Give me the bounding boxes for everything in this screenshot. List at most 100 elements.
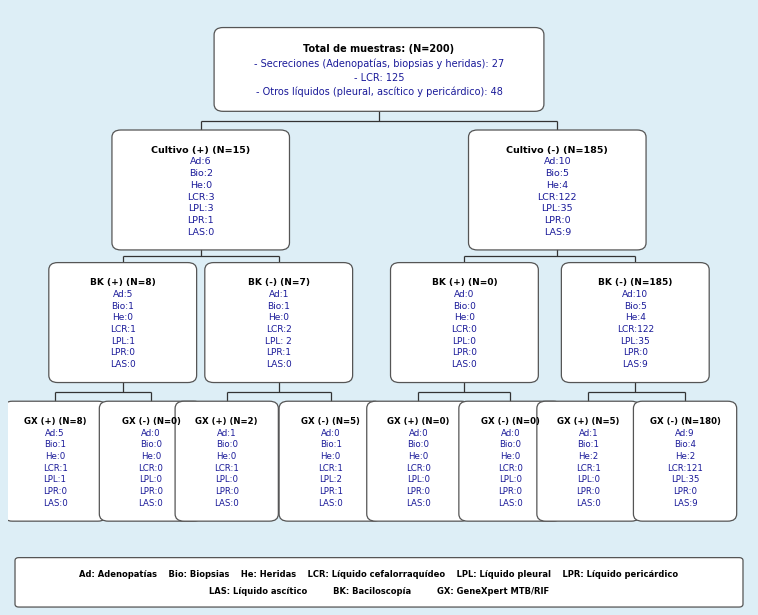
Text: LPR:0: LPR:0 (406, 487, 431, 496)
Text: LAS: Líquido ascítico         BK: Baciloscopía         GX: GeneXpert MTB/RIF: LAS: Líquido ascítico BK: Baciloscopía G… (209, 587, 549, 597)
Text: GX (+) (N=0): GX (+) (N=0) (387, 417, 449, 426)
Text: Ad:0: Ad:0 (141, 429, 161, 438)
Text: Ad:1: Ad:1 (217, 429, 236, 438)
Text: LCR:1: LCR:1 (318, 464, 343, 473)
Text: GX (-) (N=0): GX (-) (N=0) (121, 417, 180, 426)
Text: LAS:0: LAS:0 (139, 499, 163, 508)
Text: LPR:0: LPR:0 (673, 487, 697, 496)
Text: Bio:4: Bio:4 (674, 440, 696, 450)
Text: LAS:0: LAS:0 (266, 360, 292, 369)
Text: LPL:0: LPL:0 (453, 337, 477, 346)
Text: He:2: He:2 (675, 452, 695, 461)
Text: LPL:0: LPL:0 (407, 475, 430, 485)
Text: LCR:1: LCR:1 (215, 464, 240, 473)
Text: LAS:0: LAS:0 (498, 499, 523, 508)
Text: Bio:1: Bio:1 (44, 440, 66, 450)
FancyBboxPatch shape (459, 401, 562, 521)
FancyBboxPatch shape (205, 263, 352, 383)
FancyBboxPatch shape (390, 263, 538, 383)
Text: GX (+) (N=8): GX (+) (N=8) (23, 417, 86, 426)
FancyBboxPatch shape (537, 401, 640, 521)
Text: LAS:0: LAS:0 (406, 499, 431, 508)
Text: He:0: He:0 (190, 181, 211, 190)
Text: He:0: He:0 (454, 314, 475, 322)
Text: LAS:0: LAS:0 (215, 499, 239, 508)
Text: LPR:0: LPR:0 (577, 487, 600, 496)
Text: Bio:5: Bio:5 (624, 302, 647, 311)
Text: He:0: He:0 (112, 314, 133, 322)
Text: Ad:0: Ad:0 (454, 290, 475, 299)
Text: Ad:10: Ad:10 (622, 290, 648, 299)
Text: Ad:6: Ad:6 (190, 157, 211, 167)
Text: Ad: Adenopatías    Bio: Biopsias    He: Heridas    LCR: Líquido cefalorraquídeo : Ad: Adenopatías Bio: Biopsias He: Herida… (80, 570, 678, 579)
Text: LAS:0: LAS:0 (42, 499, 67, 508)
Text: LPL:1: LPL:1 (44, 475, 67, 485)
Text: He:0: He:0 (217, 452, 236, 461)
Text: LPR:0: LPR:0 (215, 487, 239, 496)
FancyBboxPatch shape (468, 130, 646, 250)
Text: Cultivo (+) (N=15): Cultivo (+) (N=15) (151, 146, 250, 155)
Text: Total de muestras: (N=200): Total de muestras: (N=200) (303, 44, 455, 54)
Text: Bio:0: Bio:0 (140, 440, 162, 450)
Text: LPR:0: LPR:0 (43, 487, 67, 496)
Text: LAS:0: LAS:0 (452, 360, 478, 369)
Text: LAS:9: LAS:9 (622, 360, 648, 369)
Text: LCR:122: LCR:122 (537, 192, 577, 202)
Text: LPR:0: LPR:0 (499, 487, 522, 496)
FancyBboxPatch shape (112, 130, 290, 250)
Text: GX (-) (N=0): GX (-) (N=0) (481, 417, 540, 426)
Text: BK (-) (N=185): BK (-) (N=185) (598, 279, 672, 287)
Text: BK (+) (N=8): BK (+) (N=8) (90, 279, 155, 287)
Text: LCR:1: LCR:1 (42, 464, 67, 473)
Text: He:4: He:4 (547, 181, 568, 190)
Text: LPL:0: LPL:0 (499, 475, 522, 485)
Text: - Secreciones (Adenopatías, biopsias y heridas): 27: - Secreciones (Adenopatías, biopsias y h… (254, 58, 504, 69)
Text: Bio:0: Bio:0 (216, 440, 238, 450)
Text: LCR:3: LCR:3 (187, 192, 215, 202)
FancyBboxPatch shape (279, 401, 382, 521)
Text: Bio:0: Bio:0 (500, 440, 522, 450)
FancyBboxPatch shape (634, 401, 737, 521)
Text: Ad:5: Ad:5 (45, 429, 65, 438)
FancyBboxPatch shape (562, 263, 709, 383)
Text: Bio:5: Bio:5 (545, 169, 569, 178)
Text: Ad:1: Ad:1 (578, 429, 598, 438)
Text: Bio:0: Bio:0 (453, 302, 476, 311)
Text: LCR:0: LCR:0 (498, 464, 523, 473)
Text: He:0: He:0 (141, 452, 161, 461)
Text: LPL:2: LPL:2 (319, 475, 342, 485)
Text: LCR:2: LCR:2 (266, 325, 292, 334)
Text: LPL:0: LPL:0 (215, 475, 238, 485)
Text: LPL:1: LPL:1 (111, 337, 135, 346)
Text: He:0: He:0 (321, 452, 341, 461)
Text: LPL:35: LPL:35 (541, 204, 573, 213)
Text: LPL:3: LPL:3 (188, 204, 214, 213)
FancyBboxPatch shape (15, 558, 743, 607)
Text: LCR:122: LCR:122 (617, 325, 654, 334)
Text: BK (+) (N=0): BK (+) (N=0) (431, 279, 497, 287)
Text: - LCR: 125: - LCR: 125 (354, 73, 404, 83)
Text: GX (+) (N=5): GX (+) (N=5) (557, 417, 620, 426)
Text: Bio:1: Bio:1 (320, 440, 342, 450)
Text: He:0: He:0 (409, 452, 428, 461)
Text: He:4: He:4 (625, 314, 646, 322)
Text: LPR:0: LPR:0 (544, 216, 571, 225)
Text: - Otros líquidos (pleural, ascítico y pericárdico): 48: - Otros líquidos (pleural, ascítico y pe… (255, 87, 503, 97)
Text: LPR:1: LPR:1 (318, 487, 343, 496)
Text: Bio:2: Bio:2 (189, 169, 213, 178)
Text: Ad:0: Ad:0 (501, 429, 520, 438)
Text: GX (+) (N=2): GX (+) (N=2) (196, 417, 258, 426)
Text: LPR:0: LPR:0 (452, 349, 477, 357)
Text: LAS:0: LAS:0 (110, 360, 136, 369)
Text: Bio:0: Bio:0 (407, 440, 429, 450)
Text: LCR:0: LCR:0 (139, 464, 164, 473)
Text: Ad:10: Ad:10 (543, 157, 571, 167)
Text: LAS:9: LAS:9 (673, 499, 697, 508)
Text: LPR:0: LPR:0 (110, 349, 135, 357)
Text: LCR:121: LCR:121 (667, 464, 703, 473)
Text: LPR:0: LPR:0 (139, 487, 163, 496)
Text: LPR:1: LPR:1 (187, 216, 214, 225)
Text: GX (-) (N=5): GX (-) (N=5) (301, 417, 360, 426)
Text: LPR:0: LPR:0 (623, 349, 648, 357)
FancyBboxPatch shape (214, 28, 544, 111)
